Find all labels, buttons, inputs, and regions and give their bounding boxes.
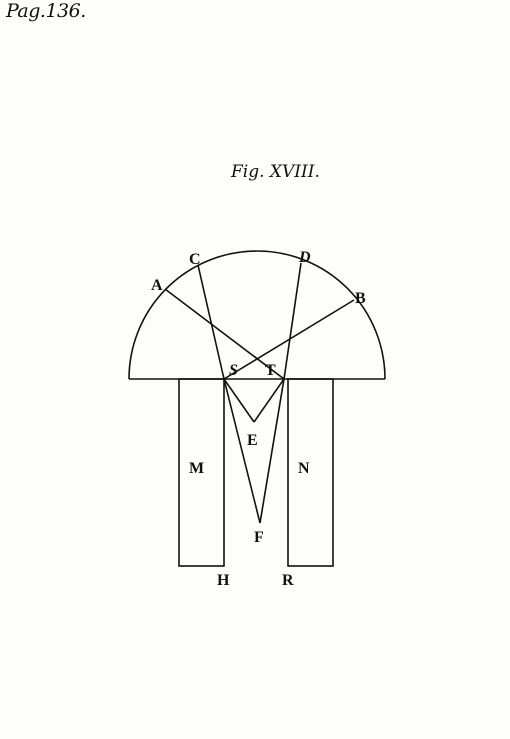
label-s: S (229, 362, 238, 379)
rectangle-m (178, 378, 225, 567)
line-c-s (197, 264, 225, 380)
label-e: E (247, 432, 258, 449)
line-a-t (164, 288, 285, 380)
semicircle-arc (128, 250, 386, 380)
label-f: F (254, 529, 264, 546)
line-t-e (253, 378, 285, 423)
figure-title: Fig. XVIII. (231, 162, 320, 182)
label-a: A (151, 277, 163, 294)
label-n: N (298, 460, 310, 477)
line-b-s (223, 299, 355, 380)
label-b: B (355, 290, 366, 307)
line-s-e (223, 378, 255, 423)
line-d-t (283, 262, 302, 380)
label-t: T (265, 362, 276, 379)
label-h: H (217, 572, 230, 589)
rectangle-n (287, 378, 334, 567)
label-m: M (189, 460, 204, 477)
label-c: C (189, 251, 201, 268)
page-number-label: Pag.136. (6, 0, 86, 22)
line-t-f (259, 378, 285, 524)
label-r: R (282, 572, 294, 589)
label-d: D (298, 249, 311, 266)
line-s-f (223, 378, 261, 524)
